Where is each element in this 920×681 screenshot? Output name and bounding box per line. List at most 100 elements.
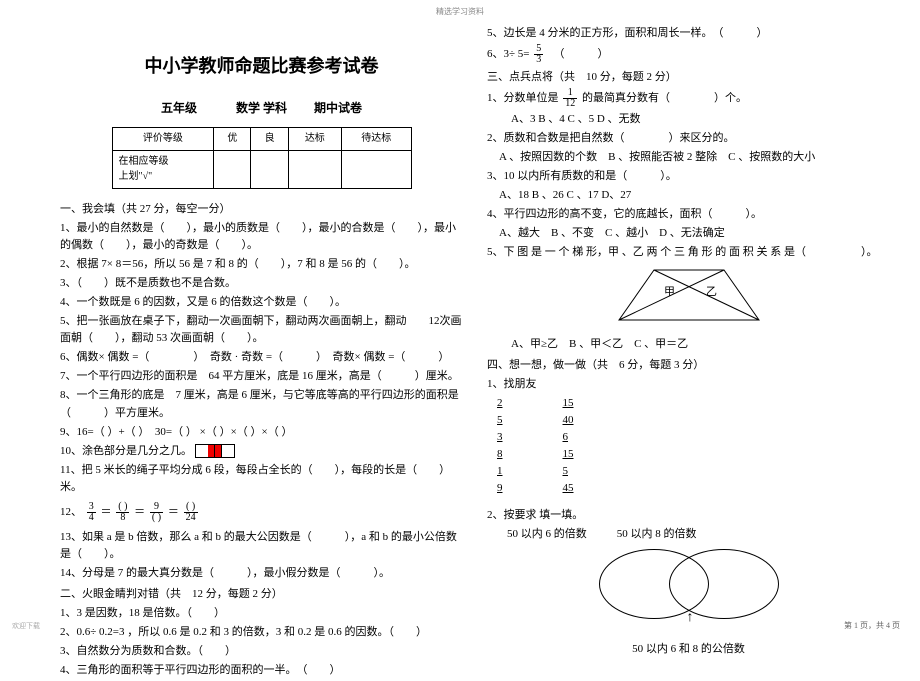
section-1-head: 一、我会填（共 27 分，每空一分） [60, 201, 463, 218]
fraction: 112 [563, 88, 577, 109]
j6: 6、3÷ 5= 53 （ ） [487, 44, 890, 65]
q5: 5、把一张画放在桌子下，翻动一次画面朝下，翻动两次画面朝上，翻动 12次画面朝（… [60, 313, 463, 347]
cell [251, 150, 288, 188]
pair-left-col: 2 5 3 8 1 9 [497, 395, 503, 497]
q9-b: ×（ ）×（ ）×（ ） [200, 426, 293, 438]
pair-item: 8 [497, 446, 503, 463]
c1-opts: A、3 B 、4 C 、5 D 、无数 [487, 111, 890, 128]
pair-item: 6 [563, 429, 574, 446]
pair-item: 40 [563, 412, 574, 429]
den: 12 [563, 99, 577, 109]
venn-right-label: 50 以内 8 的倍数 [617, 526, 697, 543]
cell [341, 150, 411, 188]
den: 4 [87, 513, 96, 523]
den: ( ) [150, 513, 163, 523]
table-row: 评价等级 优 良 达标 待达标 [112, 128, 411, 151]
left-column: 中小学教师命题比赛参考试卷 五年级 数学 学科 期中试卷 评价等级 优 良 达标… [60, 25, 463, 681]
arrow-up-icon: ↑ [687, 607, 694, 629]
section-3-head: 三、点兵点将（共 10 分，每题 2 分） [487, 69, 890, 86]
q8: 8、一个三角形的底是 7 厘米，高是 6 厘米，与它等底等高的平行四边形的面积是… [60, 387, 463, 421]
label-yi: 乙 [706, 285, 717, 298]
q11: 11、把 5 米长的绳子平均分成 6 段，每段占全长的（ ），每段的长是（ ）米… [60, 462, 463, 496]
j5: 5、边长是 4 分米的正方形，面积和周长一样。 （ ） [487, 25, 890, 42]
label-jia: 甲 [664, 286, 675, 298]
row-label: 在相应等级 上划"√" [112, 150, 214, 188]
q4: 4、一个数既是 6 的因数，又是 6 的倍数这个数是（ ）。 [60, 294, 463, 311]
venn-circle-right [669, 549, 779, 619]
den: 8 [116, 513, 129, 523]
page-header-small: 精选学习资料 [0, 0, 920, 17]
q12: 12、 34 ＝ ( )8 ＝ 9( ) ＝ ( )24 [60, 502, 463, 523]
pair-table: 2 5 3 8 1 9 15 40 6 15 5 45 [497, 395, 890, 497]
c2: 2、质数和合数是把自然数（ ）来区分的。 [487, 130, 890, 147]
p2: 2、按要求 填一填。 [487, 507, 890, 524]
pair-item: 15 [563, 395, 574, 412]
pair-item: 3 [497, 429, 503, 446]
c5: 5、下 图 是 一 个 梯 形，甲 、乙 两 个 三 角 形 的 面 积 关 系… [487, 244, 890, 261]
c1: 1、分数单位是 112 的最简真分数有（ ）个。 [487, 88, 890, 109]
pair-item: 15 [563, 446, 574, 463]
subject-label: 数学 学科 [236, 101, 287, 115]
q10: 10、涂色部分是几分之几。 [60, 443, 463, 460]
den: 3 [534, 55, 543, 65]
venn-bottom-label: 50 以内 6 和 8 的公倍数 [487, 641, 890, 658]
section-2-head: 二、火眼金睛判对错（共 12 分，每题 2 分） [60, 586, 463, 603]
grade-table: 评价等级 优 良 达标 待达标 在相应等级 上划"√" [112, 127, 412, 189]
c2-opts: A 、按照因数的个数 B 、按照能否被 2 整除 C 、按照数的大小 [487, 149, 890, 166]
row-label-2: 上划"√" [119, 169, 208, 185]
j2: 2、0.6÷ 0.2=3 ，所以 0.6 是 0.2 和 3 的倍数，3 和 0… [60, 624, 463, 641]
cell [214, 150, 251, 188]
q6: 6、偶数× 偶数 =（ ） 奇数 · 奇数 =（ ） 奇数× 偶数 =（ ） [60, 349, 463, 366]
venn-left-label: 50 以内 6 的倍数 [507, 526, 587, 543]
th-liang: 良 [251, 128, 288, 151]
c4: 4、平行四边形的高不变，它的底越长，面积（ ）。 [487, 206, 890, 223]
q2: 2、根据 7× 8＝56，所以 56 是 7 和 8 的（ ），7 和 8 是 … [60, 256, 463, 273]
cell [288, 150, 341, 188]
fraction-box-diagram [195, 444, 235, 458]
row-label-1: 在相应等级 [119, 154, 208, 170]
j3: 3、自然数分为质数和合数。（ ） [60, 643, 463, 660]
trapezoid-svg: 甲 乙 [614, 265, 764, 325]
th-daidabiao: 待达标 [341, 128, 411, 151]
venn-labels: 50 以内 6 的倍数 50 以内 8 的倍数 [487, 526, 890, 543]
fraction: ( )8 [116, 502, 129, 523]
table-row: 在相应等级 上划"√" [112, 150, 411, 188]
section-4-head: 四、想一想，做一做（共 6 分，每题 3 分） [487, 357, 890, 374]
q7: 7、一个平行四边形的面积是 64 平方厘米，底是 16 厘米，高是（ ）厘米。 [60, 368, 463, 385]
th-you: 优 [214, 128, 251, 151]
p1: 1、找朋友 [487, 376, 890, 393]
c4-opts: A、越大 B 、不变 C 、越小 D 、无法确定 [487, 225, 890, 242]
pair-item: 5 [563, 463, 574, 480]
main-title: 中小学教师命题比赛参考试卷 [60, 53, 463, 81]
c3: 3、10 以内所有质数的和是（ ）。 [487, 168, 890, 185]
c1-post: 的最简真分数有（ ）个。 [582, 92, 747, 104]
pair-right-col: 15 40 6 15 5 45 [563, 395, 574, 497]
c5-opts: A、甲≥乙 B 、甲＜乙 C 、甲＝乙 [487, 336, 890, 353]
footer-right: 第 1 页，共 4 页 [844, 620, 900, 631]
q13: 13、如果 a 是 b 倍数，那么 a 和 b 的最大公因数是（ ），a 和 b… [60, 529, 463, 563]
fraction: ( )24 [184, 502, 198, 523]
fraction: 34 [87, 502, 96, 523]
th-dabiao: 达标 [288, 128, 341, 151]
two-column-layout: 中小学教师命题比赛参考试卷 五年级 数学 学科 期中试卷 评价等级 优 良 达标… [0, 17, 920, 681]
j6-post: （ ） [548, 48, 609, 60]
c1-pre: 1、分数单位是 [487, 92, 559, 104]
subtitle: 五年级 数学 学科 期中试卷 [60, 99, 463, 118]
fraction: 53 [534, 44, 543, 65]
trapezoid-diagram: 甲 乙 [487, 265, 890, 331]
pair-item: 45 [563, 480, 574, 497]
j4: 4、三角形的面积等于平行四边形的面积的一半。 （ ） [60, 662, 463, 679]
den: 24 [184, 513, 198, 523]
q12-pre: 12、 [60, 506, 82, 518]
q9-a: 9、16=（ ）+（ ） 30=（ ） [60, 426, 197, 438]
eq: ＝ [101, 506, 112, 518]
j6-pre: 6、3÷ 5= [487, 48, 530, 60]
pair-item: 2 [497, 395, 503, 412]
eq: ＝ [134, 506, 145, 518]
c3-opts: A、18 B 、26 C 、17 D、27 [487, 187, 890, 204]
pair-item: 5 [497, 412, 503, 429]
q9: 9、16=（ ）+（ ） 30=（ ） ×（ ）×（ ）×（ ） [60, 424, 463, 441]
q1: 1、最小的自然数是（ ），最小的质数是（ ），最小的合数是（ ），最小的偶数（ … [60, 220, 463, 254]
q3: 3、（ ）既不是质数也不是合数。 [60, 275, 463, 292]
footer-left: 欢迎下载 [12, 621, 40, 631]
